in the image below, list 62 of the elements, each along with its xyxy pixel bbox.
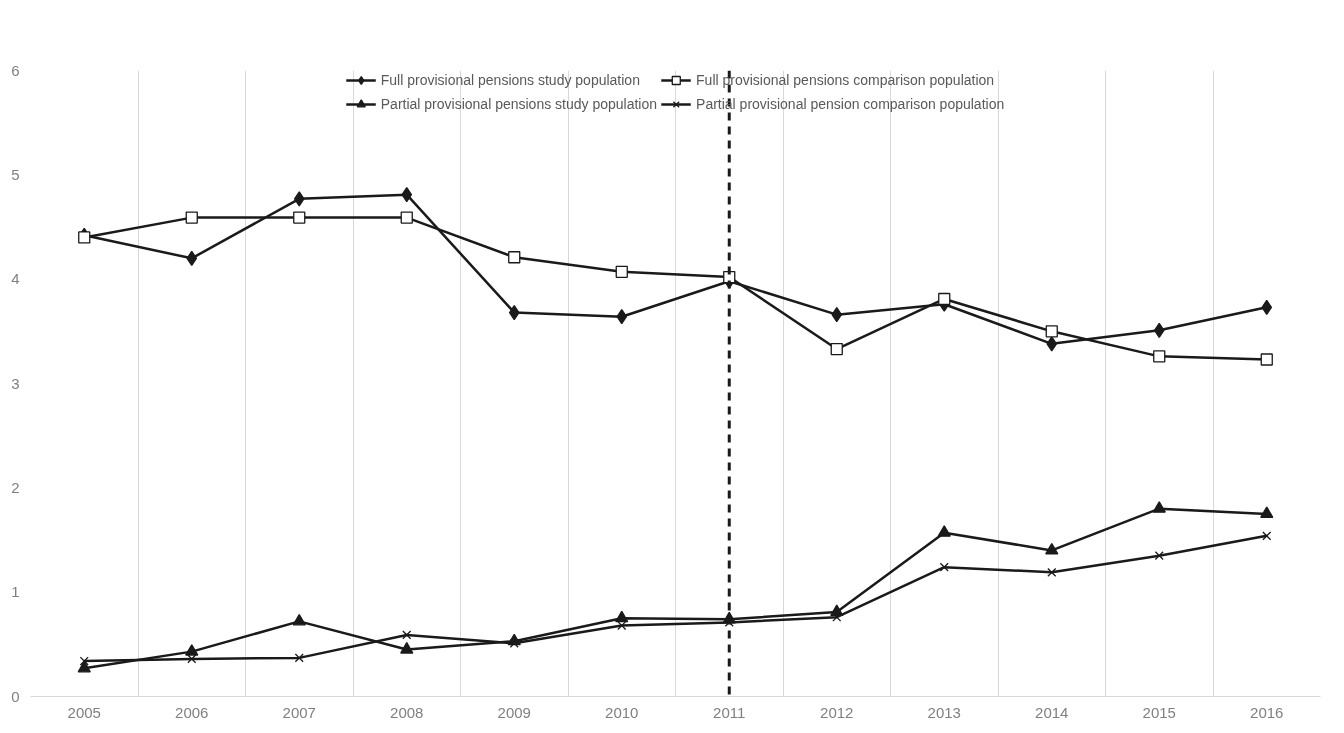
point (616, 309, 628, 325)
point (615, 265, 628, 279)
x-tick-label: 2006 (175, 703, 209, 721)
x-tick-label: 2010 (605, 703, 639, 721)
x-tick-label: 2013 (927, 703, 961, 721)
x-tick-label: 2005 (67, 703, 101, 721)
point (1260, 506, 1274, 519)
x-tick-label: 2014 (1035, 703, 1069, 721)
y-tick-label: 0 (11, 687, 20, 705)
y-tick-label: 6 (11, 61, 20, 79)
point (831, 306, 843, 323)
point (1153, 322, 1165, 338)
point (1047, 567, 1057, 577)
point (1153, 350, 1166, 363)
point (402, 630, 412, 640)
point (1045, 325, 1058, 338)
y-tick-label: 5 (11, 165, 20, 183)
point (509, 638, 519, 648)
legend-label: Full provisional pensions comparison population (696, 72, 995, 88)
point (78, 231, 91, 244)
point (1046, 336, 1058, 352)
point (294, 653, 304, 663)
point (292, 613, 306, 626)
x-tick-label: 2007 (282, 703, 316, 721)
point (937, 525, 951, 537)
point (1045, 542, 1059, 555)
legend-label: Full provisional pensions study population (380, 72, 640, 88)
legend-label: Partial provisional pensions study population (380, 96, 658, 112)
point (830, 342, 843, 356)
x-tick-label: 2012 (820, 703, 854, 721)
point (1260, 353, 1273, 366)
x-tick-label: 2008 (390, 703, 424, 721)
point (187, 654, 197, 664)
point (185, 211, 198, 224)
point (615, 610, 629, 623)
point (508, 251, 521, 264)
point (617, 621, 627, 631)
y-tick-label: 4 (11, 270, 20, 288)
point (1154, 551, 1164, 561)
y-tick-label: 2 (11, 478, 20, 496)
point (293, 191, 305, 207)
x-tick-label: 2016 (1250, 703, 1284, 721)
legend-label: Partial provisional pension comparison population (696, 96, 1005, 112)
point (939, 562, 949, 572)
point (185, 644, 199, 656)
point (1261, 299, 1273, 315)
point (400, 211, 413, 224)
point (938, 292, 951, 306)
x-tick-label: 2015 (1142, 703, 1176, 721)
point (508, 304, 520, 321)
y-tick-label: 3 (11, 374, 20, 392)
x-tick-label: 2011 (713, 703, 746, 721)
x-tick-label: 2009 (497, 703, 531, 721)
point (293, 211, 306, 224)
y-tick-label: 1 (11, 583, 20, 601)
point (401, 187, 413, 203)
point (77, 660, 91, 673)
point (79, 656, 89, 666)
point (1152, 501, 1166, 513)
point (400, 641, 414, 654)
point (1262, 531, 1272, 541)
point (186, 250, 198, 266)
